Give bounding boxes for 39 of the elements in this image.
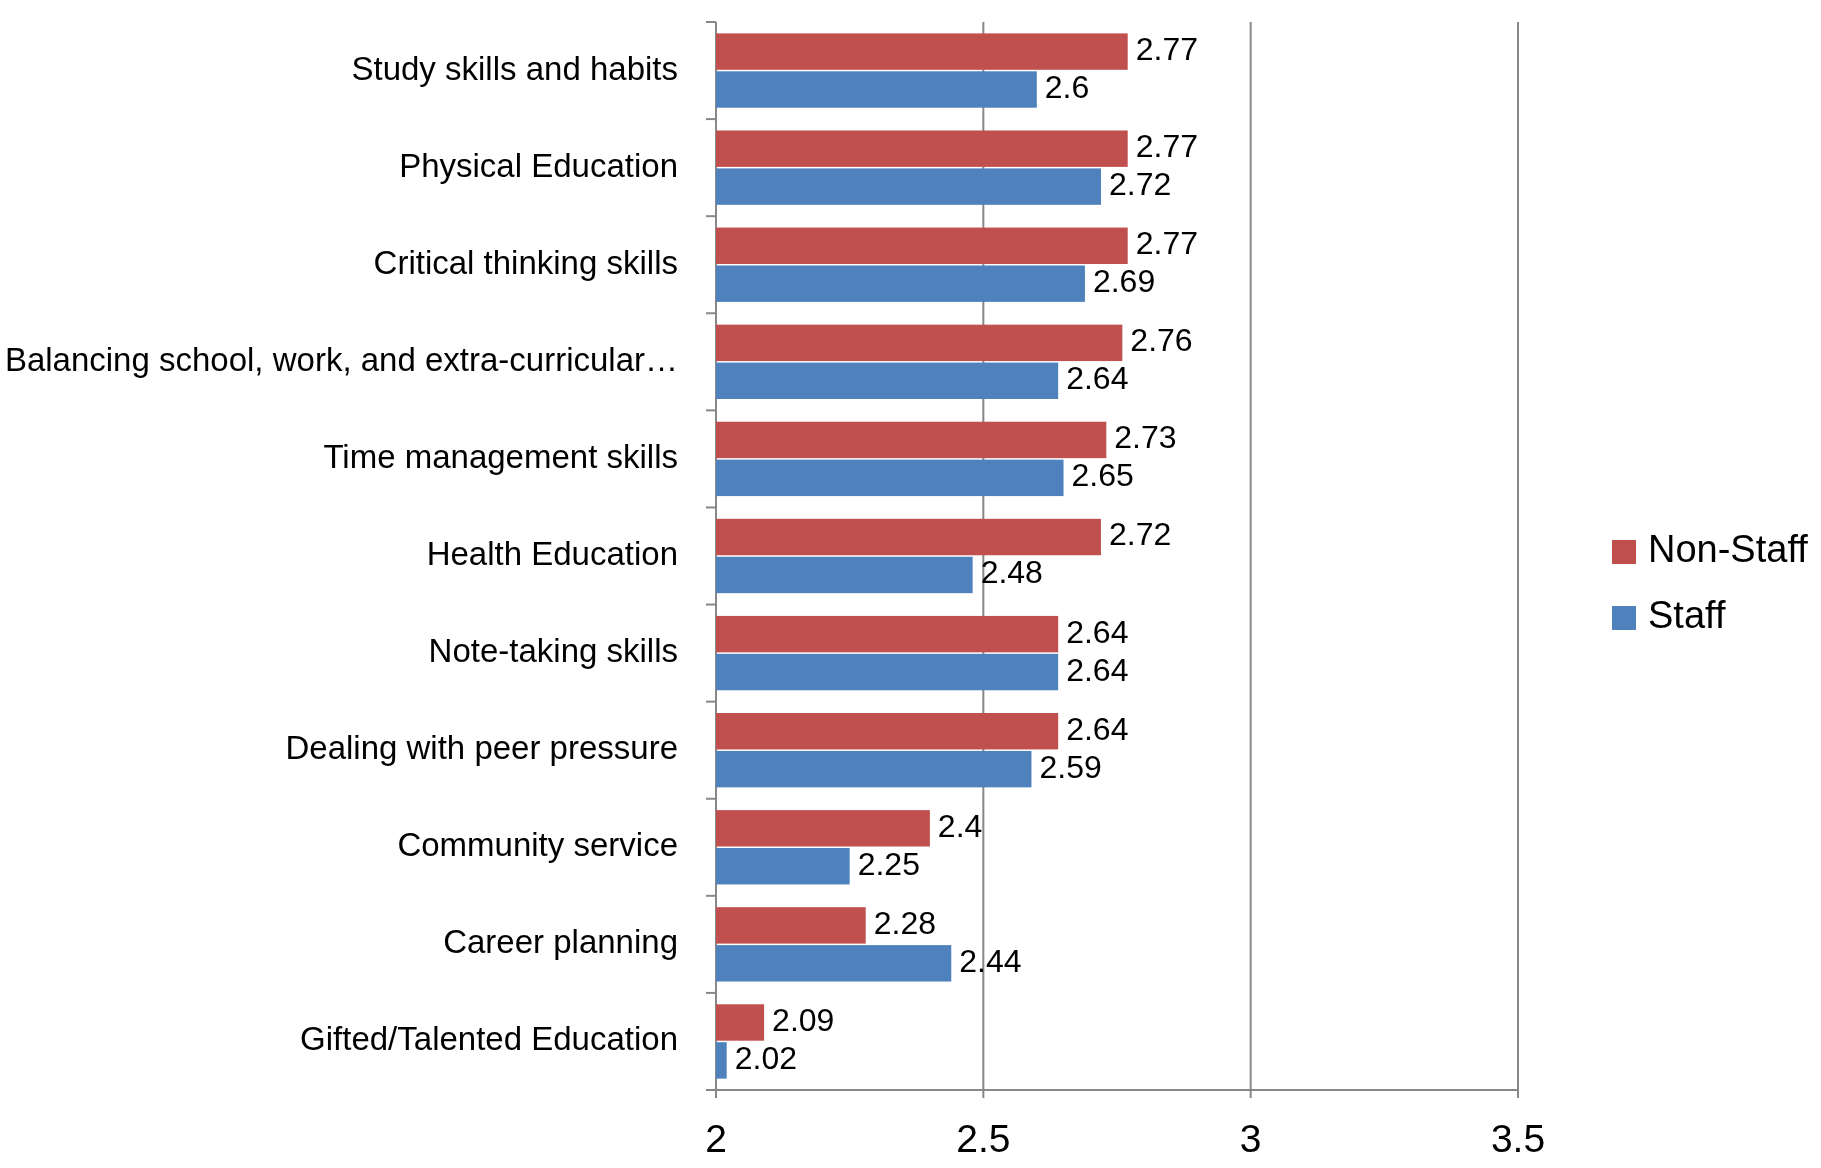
y-tick-label: Health Education	[426, 534, 678, 572]
data-label: 2.72	[1108, 166, 1172, 203]
data-label: 2.77	[1135, 128, 1198, 165]
y-tick-label: Study skills and habits	[351, 49, 678, 87]
data-label: 2.77	[1135, 225, 1198, 262]
y-tick-label: Physical Education	[399, 146, 678, 184]
legend-label: Staff	[1648, 594, 1726, 637]
data-label: 2.73	[1114, 419, 1177, 456]
y-tick-label: Note-taking skills	[428, 631, 678, 669]
data-label: 2.44	[959, 942, 1022, 979]
data-label: 2.64	[1066, 613, 1129, 650]
data-label: 2.77	[1135, 31, 1198, 68]
y-tick-label: Balancing school, work, and extra-curricular…	[4, 340, 678, 378]
data-label: 2.6	[1044, 68, 1090, 105]
legend-label: Non-Staff	[1648, 528, 1809, 571]
x-tick-label: 3	[1239, 1117, 1262, 1160]
data-label: 2.48	[980, 554, 1043, 591]
data-label: 2.25	[857, 845, 920, 882]
data-label: 2.02	[734, 1039, 797, 1076]
x-tick-label: 2.5	[956, 1117, 1011, 1160]
y-tick-label: Career planning	[443, 923, 678, 961]
y-tick-label: Gifted/Talented Education	[300, 1020, 678, 1058]
data-label: 2.28	[873, 904, 936, 941]
y-tick-label: Critical thinking skills	[373, 243, 678, 281]
data-label: 2.64	[1066, 710, 1129, 747]
y-tick-label: Time management skills	[323, 437, 678, 475]
data-label: 2.72	[1108, 516, 1172, 553]
x-tick-label: 3.5	[1490, 1117, 1546, 1160]
data-label: 2.65	[1071, 457, 1134, 494]
data-label: 2.64	[1066, 360, 1129, 397]
data-label: 2.64	[1066, 651, 1129, 688]
data-label: 2.76	[1130, 322, 1193, 359]
y-tick-label: Community service	[397, 825, 678, 863]
data-label: 2.4	[937, 807, 983, 844]
data-label: 2.59	[1039, 748, 1102, 785]
x-tick-label: 2	[705, 1117, 727, 1160]
y-tick-label: Dealing with peer pressure	[285, 728, 678, 766]
data-label: 2.69	[1092, 263, 1156, 300]
data-label: 2.09	[772, 1001, 835, 1038]
